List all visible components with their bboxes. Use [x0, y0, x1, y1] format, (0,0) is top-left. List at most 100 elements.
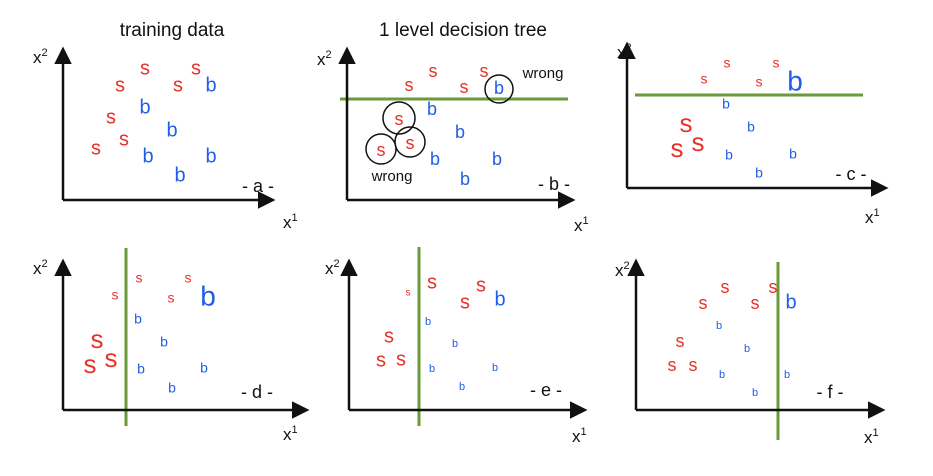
- misclassified-circle-b: [484, 74, 514, 104]
- background-point: b: [200, 360, 208, 376]
- signal-point: s: [395, 109, 404, 129]
- background-point: b: [429, 363, 435, 375]
- background-point: b: [205, 145, 216, 167]
- background-point: b: [752, 387, 758, 399]
- signal-point: s: [396, 348, 406, 370]
- signal-point: s: [115, 74, 125, 96]
- background-point: b: [494, 288, 505, 310]
- y-axis-label: x2: [615, 260, 630, 280]
- signal-point: s: [476, 274, 486, 296]
- background-point: b: [174, 164, 185, 186]
- signal-point: s: [173, 74, 183, 96]
- signal-point: s: [480, 61, 489, 81]
- signal-point: s: [112, 287, 119, 303]
- signal-point: s: [680, 108, 693, 138]
- signal-point: s: [676, 331, 685, 351]
- signal-point: s: [105, 343, 118, 373]
- signal-point: s: [756, 74, 763, 90]
- background-point: b: [430, 149, 440, 169]
- panel-tag: - d -: [241, 382, 273, 402]
- signal-point: s: [185, 270, 192, 286]
- x-axis-label: x1: [574, 215, 589, 235]
- signal-point: s: [721, 277, 730, 297]
- y-axis-label: x2: [317, 49, 332, 69]
- signal-point: s: [692, 127, 705, 157]
- signal-point: s: [460, 291, 470, 313]
- background-point: b: [134, 311, 142, 327]
- background-point: b: [460, 169, 470, 189]
- signal-point: s: [406, 133, 415, 153]
- signal-point: s: [701, 71, 708, 87]
- signal-point: s: [168, 290, 175, 306]
- signal-point: s: [377, 140, 386, 160]
- background-point: b: [747, 119, 755, 135]
- signal-point: s: [84, 349, 97, 379]
- background-point: b: [787, 65, 803, 96]
- signal-point: s: [699, 293, 708, 313]
- signal-point: s: [136, 270, 143, 286]
- background-point: b: [142, 145, 153, 167]
- y-axis-label: x2: [617, 42, 632, 62]
- signal-point: s: [376, 349, 386, 371]
- panel-tag: - c -: [836, 164, 867, 184]
- signal-point: s: [668, 355, 677, 375]
- background-point: b: [459, 381, 465, 393]
- panel-tag: - a -: [242, 176, 274, 196]
- x-axis-label: x1: [572, 426, 587, 446]
- background-point: b: [137, 361, 145, 377]
- title-decision-tree: 1 level decision tree: [379, 20, 547, 41]
- signal-point: s: [91, 137, 101, 159]
- background-point: b: [425, 316, 431, 328]
- x-axis-label: x1: [283, 424, 298, 444]
- signal-point: s: [773, 55, 780, 71]
- background-point: b: [452, 338, 458, 350]
- wrong-label-bottom: wrong: [371, 168, 413, 185]
- signal-point: s: [769, 277, 778, 297]
- x-axis-label: x1: [864, 427, 879, 447]
- signal-point: s: [427, 271, 437, 293]
- background-point: b: [200, 280, 216, 311]
- background-point: b: [494, 78, 504, 98]
- signal-point: s: [91, 324, 104, 354]
- signal-point: s: [384, 325, 394, 347]
- signal-point: s: [406, 288, 411, 299]
- background-point: b: [719, 369, 725, 381]
- background-point: b: [455, 122, 465, 142]
- background-point: b: [755, 165, 763, 181]
- signal-point: s: [140, 57, 150, 79]
- background-point: b: [725, 147, 733, 163]
- misclassified-circle-s3: [394, 126, 426, 158]
- background-point: b: [492, 149, 502, 169]
- background-point: b: [744, 343, 750, 355]
- misclassified-circle-s1: [382, 101, 416, 135]
- background-point: b: [160, 334, 168, 350]
- signal-point: s: [429, 61, 438, 81]
- background-point: b: [789, 146, 797, 162]
- y-axis-label: x2: [33, 258, 48, 278]
- background-point: b: [205, 74, 216, 96]
- panel-tag: - f -: [817, 382, 844, 402]
- signal-point: s: [106, 106, 116, 128]
- background-point: b: [166, 119, 177, 141]
- signal-point: s: [724, 55, 731, 71]
- x-axis-label: x1: [865, 207, 880, 227]
- panel-tag: - b -: [538, 174, 570, 194]
- y-axis-label: x2: [325, 258, 340, 278]
- signal-point: s: [460, 77, 469, 97]
- x-axis-label: x1: [283, 212, 298, 232]
- background-point: b: [492, 362, 498, 374]
- background-point: b: [427, 99, 437, 119]
- signal-point: s: [119, 128, 129, 150]
- signal-point: s: [751, 293, 760, 313]
- signal-point: s: [671, 133, 684, 163]
- panel-tag: - e -: [530, 380, 562, 400]
- title-training-data: training data: [120, 20, 225, 41]
- background-point: b: [139, 96, 150, 118]
- y-axis-label: x2: [33, 47, 48, 67]
